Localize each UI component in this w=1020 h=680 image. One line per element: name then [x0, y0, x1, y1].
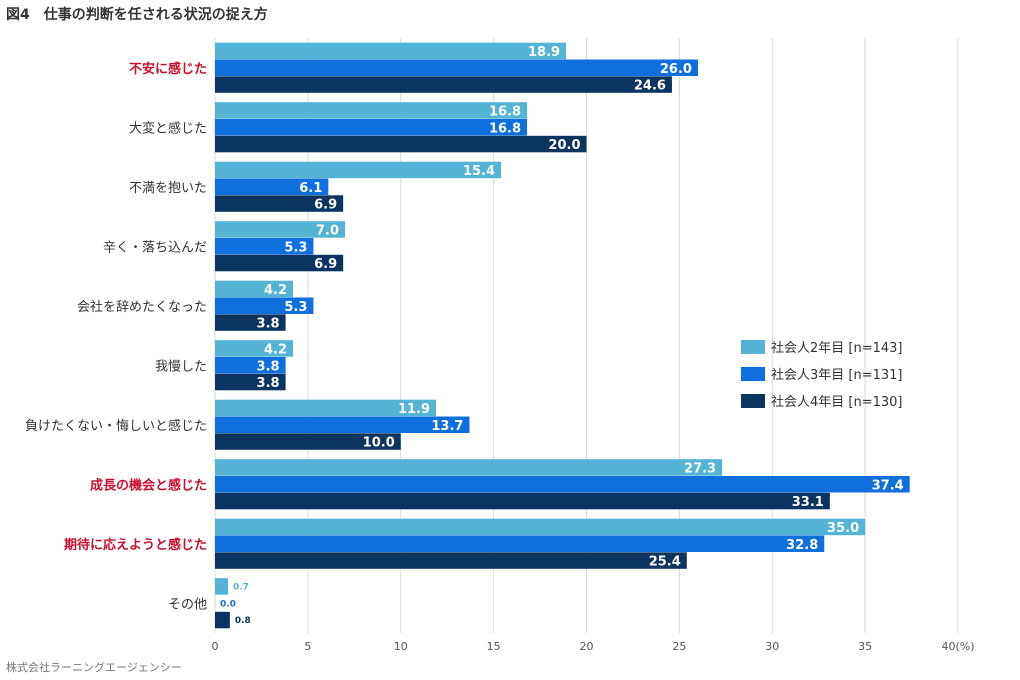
category-label: 辛く・落ち込んだ [103, 240, 207, 255]
data-label: 6.1 [299, 181, 322, 196]
bar [215, 552, 687, 569]
category-label: 不安に感じた [129, 61, 207, 77]
bar [215, 459, 723, 476]
bar [215, 433, 401, 450]
bar [215, 42, 567, 60]
legend-swatch-4th-year [741, 393, 765, 408]
data-label: 16.8 [489, 121, 521, 136]
bar [215, 135, 587, 153]
bar [215, 476, 910, 493]
bar [215, 221, 346, 238]
data-label: 37.4 [872, 478, 904, 493]
bar [215, 59, 698, 76]
category-label: 期待に応えようと感じた [64, 537, 207, 553]
bar [215, 492, 830, 510]
x-tick-label: 15 [487, 640, 501, 653]
data-label: 3.8 [257, 359, 280, 374]
bar [215, 102, 528, 119]
bar [215, 357, 286, 374]
data-label: 25.4 [649, 555, 681, 570]
bar [215, 195, 344, 212]
data-label: 18.9 [528, 45, 560, 60]
bar [215, 340, 294, 357]
data-label: 16.8 [489, 104, 521, 119]
data-label: 3.8 [257, 317, 280, 332]
bar [215, 578, 229, 595]
data-label: 20.0 [548, 138, 580, 153]
category-label: 負けたくない・悔しいと感じた [25, 418, 207, 434]
data-label: 10.0 [363, 436, 395, 451]
data-label: 15.4 [463, 164, 495, 179]
data-label: 4.2 [264, 342, 287, 357]
legend: 社会人2年目 [n=143] 社会人3年目 [n=131] 社会人4年目 [n=… [741, 333, 903, 414]
bar [215, 373, 286, 391]
data-label: 0.0 [220, 599, 236, 609]
data-label: 4.2 [264, 283, 287, 298]
category-label: 会社を辞めたくなった [77, 299, 207, 315]
x-tick-label: 25 [672, 640, 686, 653]
x-tick-label: 5 [304, 640, 311, 653]
bar [215, 399, 437, 417]
data-label: 32.8 [786, 538, 818, 553]
data-label: 35.0 [827, 521, 859, 536]
data-label: 27.3 [684, 461, 716, 476]
data-label: 13.7 [431, 419, 463, 434]
category-label: 我慢した [155, 358, 207, 374]
data-label: 24.6 [634, 79, 666, 94]
category-label: その他 [168, 597, 207, 612]
bar [215, 416, 470, 433]
category-label: 不満を抱いた [129, 180, 207, 196]
chart-title: 図4 仕事の判断を任される状況の捉え方 [6, 7, 268, 23]
data-label: 0.8 [235, 616, 251, 626]
legend-item: 社会人3年目 [n=131] [741, 360, 903, 387]
source-credit: 株式会社ラーニングエージェンシー [6, 661, 182, 674]
bar [215, 161, 502, 179]
legend-label-3rd-year: 社会人3年目 [n=131] [771, 368, 903, 383]
legend-label-2nd-year: 社会人2年目 [n=143] [771, 341, 903, 356]
bar [215, 314, 286, 331]
bar [215, 297, 314, 314]
bar [215, 119, 528, 136]
legend-swatch-3rd-year [741, 366, 765, 381]
x-tick-label: 35 [858, 640, 872, 653]
bar [215, 280, 294, 298]
bar [215, 518, 866, 536]
data-label: 6.9 [314, 257, 337, 272]
data-label: 11.9 [398, 402, 430, 417]
bar [215, 178, 329, 195]
legend-label-4th-year: 社会人4年目 [n=130] [771, 395, 903, 410]
legend-item: 社会人4年目 [n=130] [741, 387, 903, 414]
bar [215, 611, 230, 629]
category-label: 大変と感じた [129, 120, 207, 136]
data-label: 5.3 [284, 300, 307, 315]
bar [215, 238, 314, 255]
data-label: 6.9 [314, 198, 337, 213]
bar [215, 76, 672, 93]
x-tick-label: 30 [765, 640, 779, 653]
x-tick-label: 20 [580, 640, 594, 653]
category-label: 成長の機会と感じた [90, 477, 207, 493]
data-label: 3.8 [257, 376, 280, 391]
x-tick-label: 40(%) [941, 640, 974, 653]
x-tick-label: 0 [212, 640, 219, 653]
x-tick-label: 10 [394, 640, 408, 653]
data-label: 5.3 [284, 240, 307, 255]
data-label: 26.0 [660, 62, 692, 77]
data-label: 7.0 [316, 223, 339, 238]
legend-swatch-2nd-year [741, 339, 765, 354]
data-label: 33.1 [792, 495, 824, 510]
data-label: 0.7 [233, 582, 249, 592]
bar [215, 254, 344, 272]
legend-item: 社会人2年目 [n=143] [741, 333, 903, 360]
bar [215, 535, 825, 552]
